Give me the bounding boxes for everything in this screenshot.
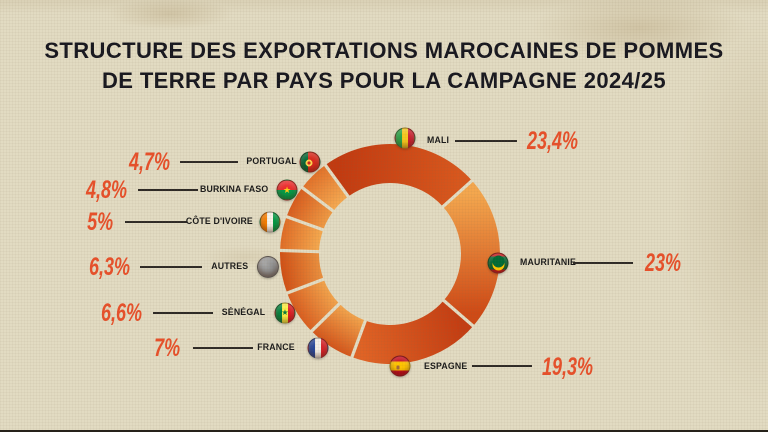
percentage-mauritanie: 23% xyxy=(645,249,682,277)
connector-line-burkina-faso xyxy=(138,189,198,191)
country-label-portugal: PORTUGAL xyxy=(246,156,297,167)
mali-flag-icon xyxy=(394,127,416,149)
donut-segment-c-te-d-ivoire xyxy=(280,216,324,252)
percentage-france: 7% xyxy=(153,334,180,362)
title-line-2: DE TERRE PAR PAYS POUR LA CAMPAGNE 2024/… xyxy=(101,68,667,93)
connector-line-espagne xyxy=(472,365,532,367)
donut-segment-france xyxy=(311,303,366,358)
segment-separator xyxy=(439,178,475,210)
title-line-1: STRUCTURE DES EXPORTATIONS MAROCAINES DE… xyxy=(44,38,724,63)
connector-line-france xyxy=(193,347,253,349)
segment-separator xyxy=(278,248,323,254)
connector-line-mali xyxy=(455,140,517,142)
segment-separator xyxy=(349,317,368,360)
segment-separator xyxy=(284,214,327,233)
senegal-flag-icon xyxy=(274,302,296,324)
page-title: STRUCTURE DES EXPORTATIONS MAROCAINES DE… xyxy=(0,36,768,96)
burkina-faso-flag-icon xyxy=(276,179,298,201)
segment-separator xyxy=(440,297,476,329)
percentage-cote-divoire: 5% xyxy=(86,208,113,236)
mauritania-flag-icon xyxy=(487,252,509,274)
segment-separator xyxy=(322,162,352,200)
country-label-france: FRANCE xyxy=(257,342,295,353)
donut-segment-s-n-gal xyxy=(287,279,340,332)
country-label-espagne: ESPAGNE xyxy=(424,361,468,372)
percentage-mali: 23,4% xyxy=(527,127,579,155)
percentage-espagne: 19,3% xyxy=(542,353,594,381)
percentage-portugal: 4,7% xyxy=(128,148,170,176)
percentage-senegal: 6,6% xyxy=(100,299,142,327)
segment-separator xyxy=(284,276,327,296)
connector-line-autres xyxy=(140,266,202,268)
donut-segment-espagne xyxy=(351,300,474,365)
ivory-coast-flag-icon xyxy=(259,211,281,233)
segment-separator xyxy=(309,300,343,334)
percentage-autres: 6,3% xyxy=(88,253,130,281)
donut-segment-mauritanie xyxy=(442,180,501,326)
country-label-burkina-faso: BURKINA FASO xyxy=(199,184,268,195)
donut-segment-portugal xyxy=(302,165,349,212)
percentage-burkina-faso: 4,8% xyxy=(85,176,127,204)
connector-line-mauritanie xyxy=(573,262,633,264)
connector-line-portugal xyxy=(180,161,238,163)
connector-line-cote-divoire xyxy=(125,221,187,223)
others-icon xyxy=(257,256,279,278)
donut-segment-mali xyxy=(325,143,472,207)
connector-line-senegal xyxy=(153,312,213,314)
country-label-cote-divoire: CÔTE D'IVOIRE xyxy=(185,216,253,227)
page-bottom-edge xyxy=(0,430,768,432)
country-label-mauritanie: MAURITANIE xyxy=(520,257,577,268)
spain-flag-icon xyxy=(389,355,411,377)
country-label-autres: AUTRES xyxy=(210,261,248,272)
france-flag-icon xyxy=(307,337,329,359)
country-label-senegal: SÉNÉGAL xyxy=(221,307,265,318)
portugal-flag-icon xyxy=(299,151,321,173)
segment-separator xyxy=(299,185,337,215)
country-label-mali: MALI xyxy=(427,135,450,146)
